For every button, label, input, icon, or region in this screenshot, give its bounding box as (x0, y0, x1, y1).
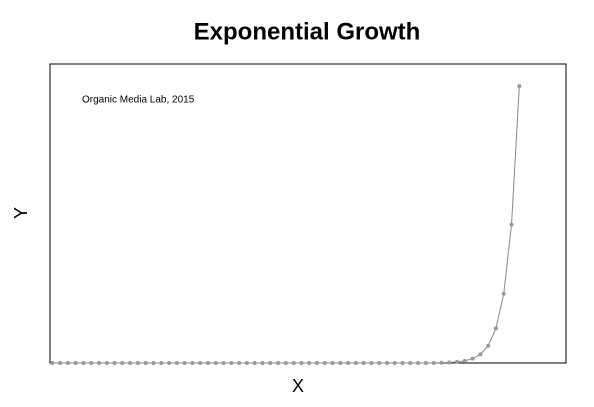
data-point (478, 352, 483, 357)
data-point (213, 361, 218, 365)
data-point (384, 361, 389, 365)
plot-frame (49, 63, 567, 364)
data-point (431, 361, 436, 365)
series-line (52, 86, 520, 364)
x-axis-label: X (292, 376, 304, 396)
data-point (509, 222, 514, 227)
data-point (65, 361, 70, 365)
data-point (252, 361, 257, 365)
data-point (112, 361, 117, 365)
data-point (268, 361, 273, 365)
data-point (470, 356, 475, 361)
data-point (244, 361, 249, 365)
data-point (517, 84, 522, 89)
data-point (190, 361, 195, 365)
data-point (291, 361, 296, 365)
data-point (439, 360, 444, 365)
data-point (205, 361, 210, 365)
data-point (81, 361, 86, 365)
data-point (97, 361, 102, 365)
data-point (128, 361, 133, 365)
data-point (143, 361, 148, 365)
data-point (135, 361, 140, 365)
data-point (314, 361, 319, 365)
data-point (174, 361, 179, 365)
data-point (299, 361, 304, 365)
data-point (89, 361, 94, 365)
data-point (392, 361, 397, 365)
data-point (276, 361, 281, 365)
data-point (151, 361, 156, 365)
data-point (455, 359, 460, 364)
data-point (167, 361, 172, 365)
data-point (120, 361, 125, 365)
y-axis-label: Y (11, 207, 31, 219)
data-point (423, 361, 428, 365)
data-point (322, 361, 327, 365)
data-point (237, 361, 242, 365)
data-point (361, 361, 366, 365)
data-point (229, 361, 234, 365)
data-point (159, 361, 164, 365)
data-point (260, 361, 265, 365)
data-point (369, 361, 374, 365)
data-point (353, 361, 358, 365)
data-point (73, 361, 78, 365)
data-point (330, 361, 335, 365)
data-point (221, 361, 226, 365)
data-point (307, 361, 312, 365)
data-point (346, 361, 351, 365)
data-point (408, 361, 413, 365)
data-point (501, 291, 506, 296)
data-point (338, 361, 343, 365)
data-point (283, 361, 288, 365)
data-point (377, 361, 382, 365)
annotation: Organic Media Lab, 2015 (82, 95, 195, 106)
data-point (58, 361, 63, 365)
data-point (462, 358, 467, 363)
data-point (182, 361, 187, 365)
data-point (104, 361, 109, 365)
data-point (447, 360, 452, 365)
data-point (486, 343, 491, 348)
data-point (416, 361, 421, 365)
data-point (198, 361, 203, 365)
data-point (400, 361, 405, 365)
data-point (50, 361, 55, 365)
chart-title: Exponential Growth (194, 18, 421, 45)
data-point (493, 326, 498, 331)
